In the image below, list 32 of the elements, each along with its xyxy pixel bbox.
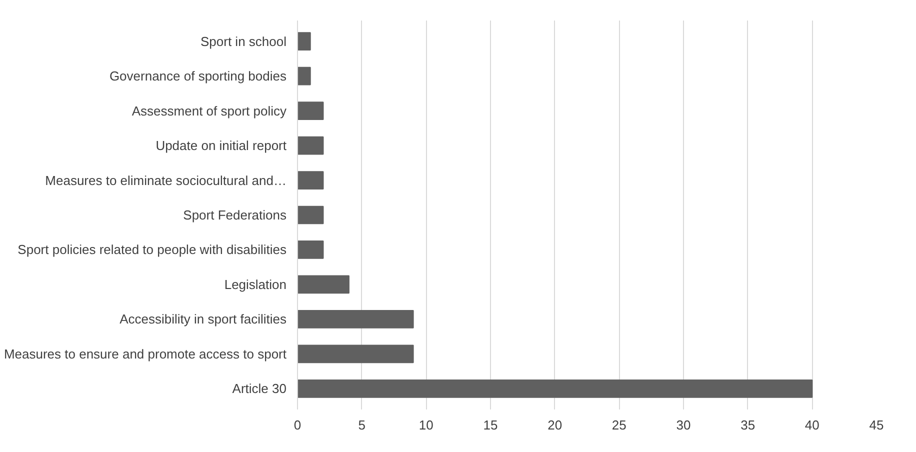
y-tick-label: Measures to eliminate sociocultural and… (45, 172, 287, 188)
y-tick-label: Sport policies related to people with disabilities (18, 242, 287, 258)
bar (298, 171, 324, 190)
y-tick-label: Assessment of sport policy (132, 103, 287, 118)
x-tick-label: 40 (804, 418, 820, 432)
x-tick-label: 25 (612, 418, 626, 432)
bar (298, 102, 324, 120)
x-tick-label: 35 (740, 418, 756, 432)
bar (298, 344, 414, 364)
x-tick-label: 20 (548, 418, 562, 432)
bar (298, 275, 350, 294)
bar (298, 379, 813, 398)
x-tick-label: 0 (294, 418, 302, 432)
bar (298, 310, 414, 328)
y-tick-label: Article 30 (232, 381, 287, 396)
x-tick-label: 5 (358, 418, 366, 432)
x-tick-label: 15 (483, 418, 498, 432)
y-tick-label: Update on initial report (156, 138, 287, 154)
bar (298, 206, 324, 224)
bar (298, 136, 324, 155)
y-tick-label: Sport in school (200, 34, 287, 49)
bar (298, 66, 311, 86)
y-tick-label: Legislation (224, 276, 286, 292)
y-tick-label: Sport Federations (183, 208, 287, 222)
y-tick-label: Governance of sporting bodies (109, 68, 287, 84)
x-tick-label: 10 (418, 418, 434, 432)
bar (298, 32, 311, 51)
x-tick-label: 30 (676, 418, 691, 432)
bar (298, 240, 324, 259)
y-tick-label: Accessibility in sport facilities (120, 312, 287, 327)
y-tick-label: Measures to ensure and promote access to sport (4, 346, 287, 362)
x-tick-label: 45 (869, 418, 884, 432)
